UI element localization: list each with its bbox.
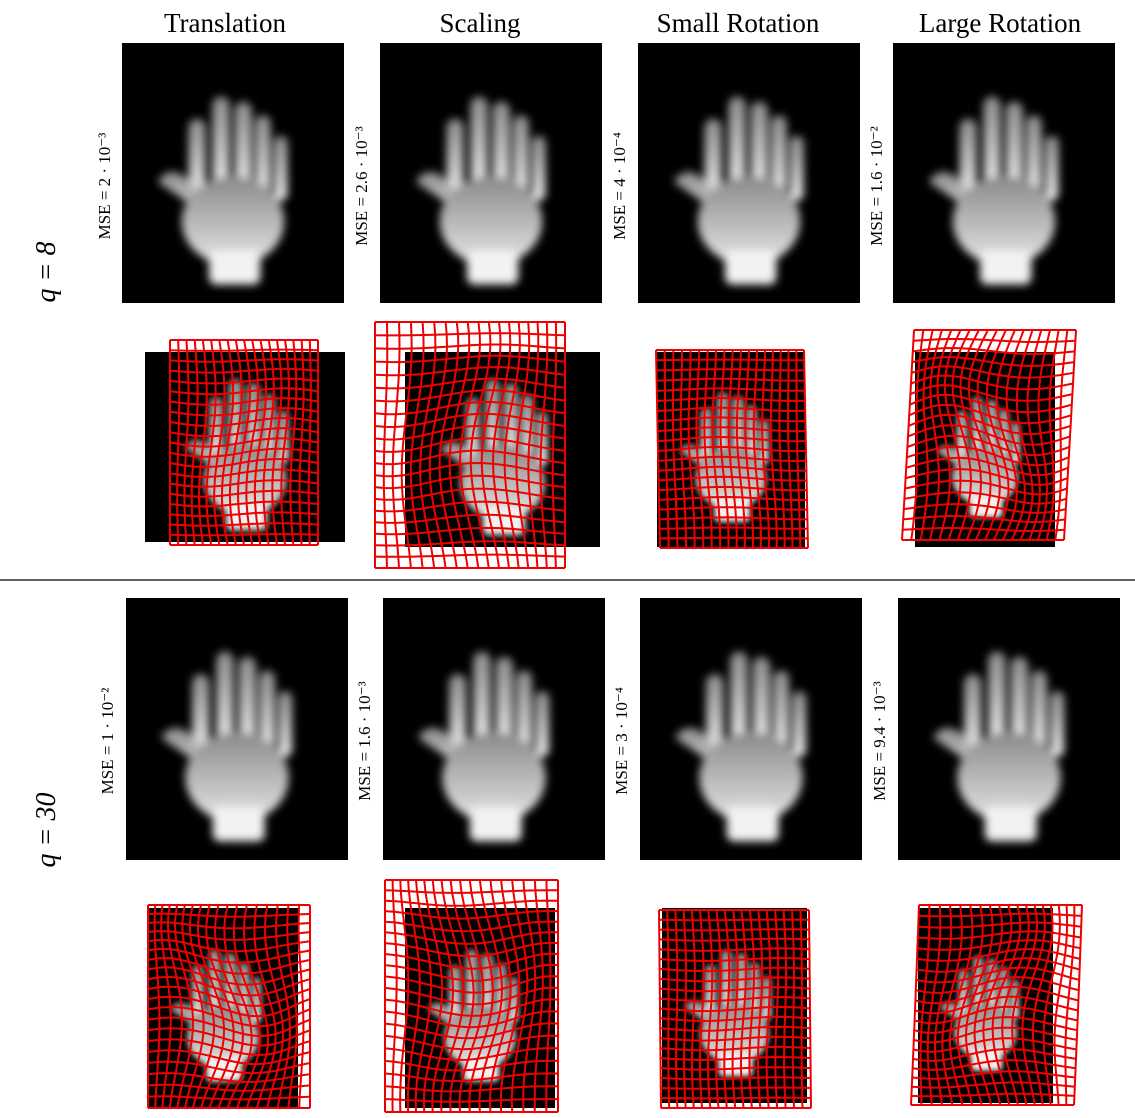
mse-label: MSE = 4 · 10⁻⁴	[610, 132, 629, 240]
grid-line	[1074, 905, 1082, 1105]
grid-line	[661, 1098, 811, 1099]
grid-line	[659, 929, 809, 930]
mse-label: MSE = 1 · 10⁻²	[98, 688, 117, 795]
grid-line	[393, 322, 400, 568]
grid-line	[661, 1088, 811, 1089]
grid-line	[393, 880, 397, 1112]
grid-line	[911, 905, 919, 1105]
grid-line	[659, 920, 809, 921]
column-title: Translation	[164, 8, 287, 38]
mse-label: MSE = 2 · 10⁻³	[95, 133, 114, 240]
row-label: q = 8	[31, 242, 62, 303]
grid-line	[1064, 330, 1076, 540]
mse-label: MSE = 9.4 · 10⁻³	[870, 681, 889, 801]
grid-line	[660, 538, 808, 539]
column-title: Small Rotation	[657, 8, 820, 38]
grid-line	[656, 360, 804, 361]
mse-label: MSE = 3 · 10⁻⁴	[612, 687, 631, 795]
column-title: Scaling	[440, 8, 521, 38]
grid-line	[299, 905, 304, 1108]
mse-label: MSE = 1.6 · 10⁻²	[867, 126, 886, 246]
grid-line	[384, 322, 388, 568]
grid-line	[170, 534, 318, 535]
column-title: Large Rotation	[919, 8, 1082, 38]
grid-line	[170, 350, 318, 351]
figure: Translation Scaling Small Rotation Large…	[0, 0, 1135, 1118]
grid-line	[375, 555, 565, 557]
mse-label: MSE = 1.6 · 10⁻³	[355, 681, 374, 801]
row-label: q = 30	[31, 793, 62, 868]
mse-label: MSE = 2.6 · 10⁻³	[352, 126, 371, 246]
